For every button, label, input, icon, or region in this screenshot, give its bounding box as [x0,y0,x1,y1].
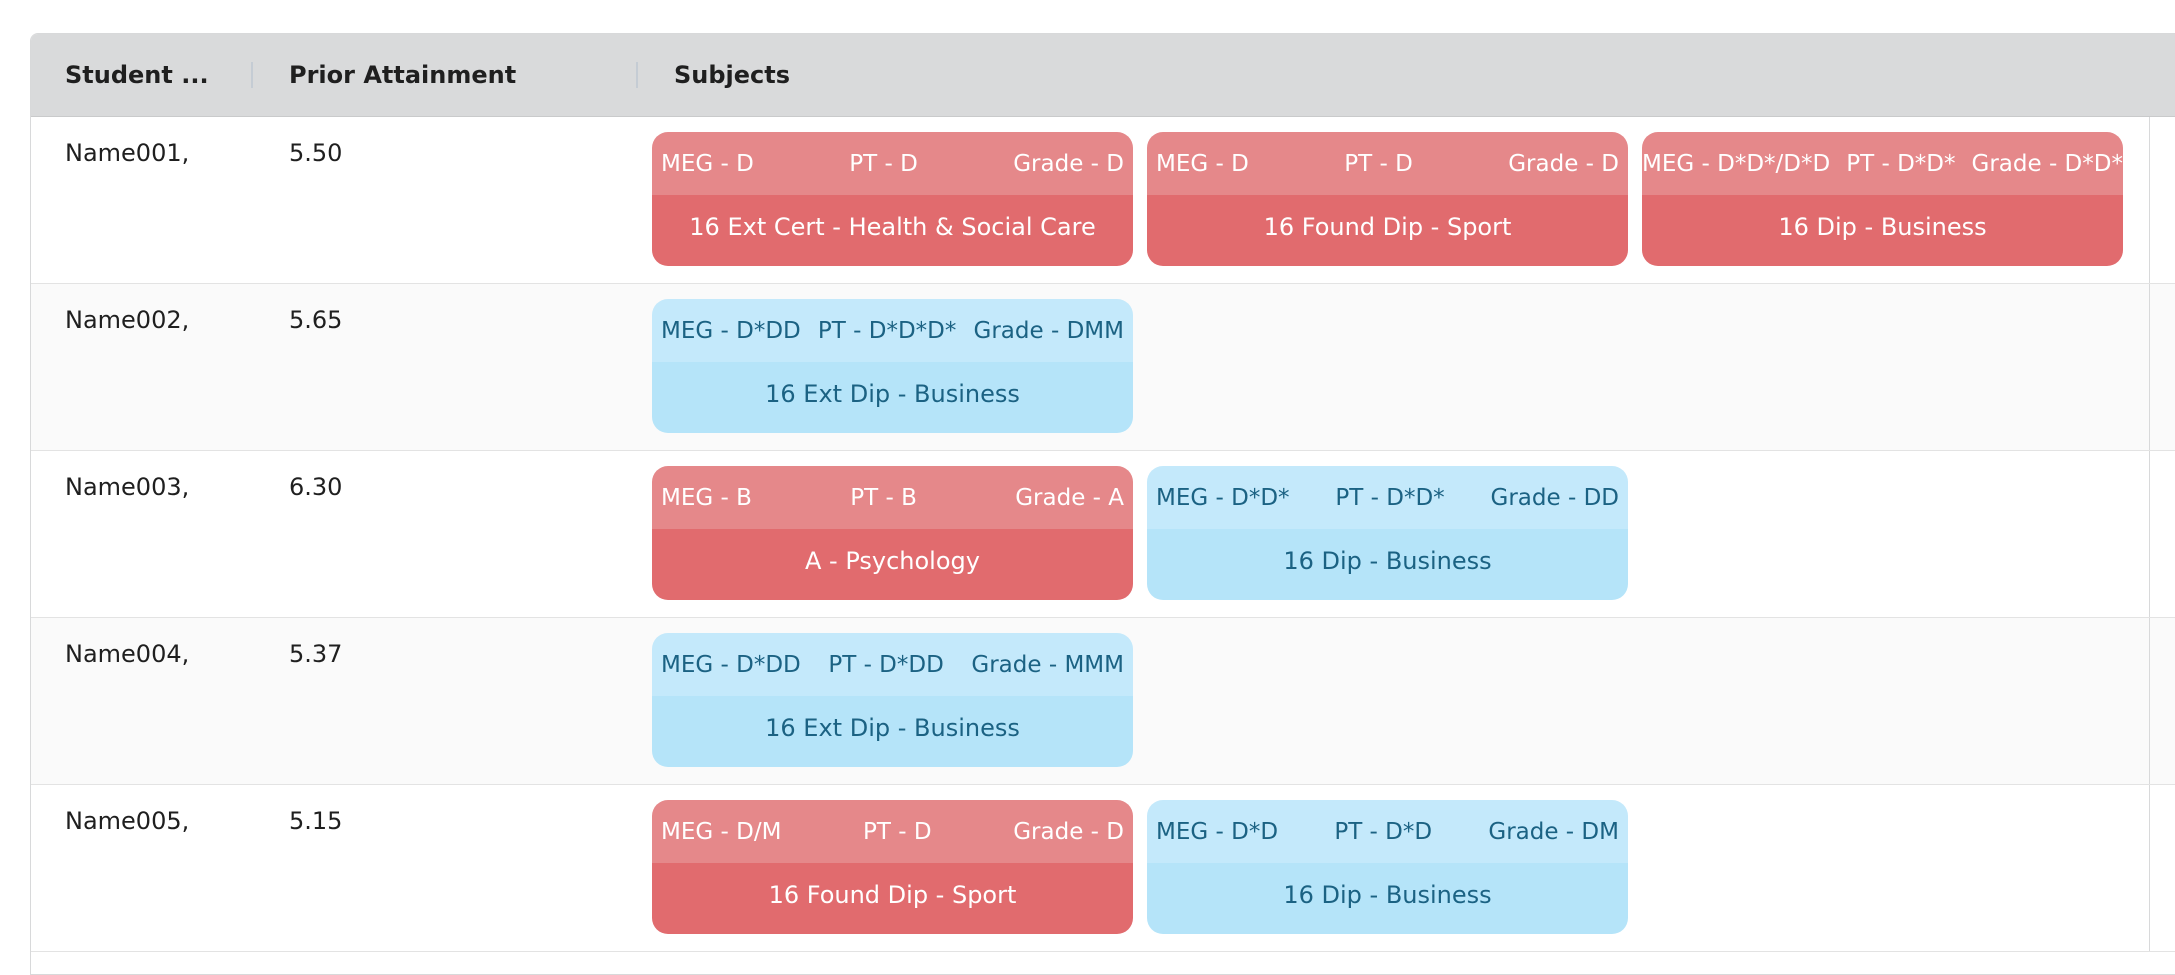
subject-grades: MEG - D*D*/D*D PT - D*D* Grade - D*D* [1642,132,2123,195]
course-name: 16 Ext Dip - Business [652,696,1133,767]
course-name: 16 Dip - Business [1147,863,1628,934]
meg-label: MEG - D*D [1156,818,1279,845]
pt-label: PT - D*DD [828,651,944,678]
grade-label: Grade - D [1013,150,1124,177]
subject-card[interactable]: MEG - B PT - B Grade - A A - Psychology [652,466,1133,600]
column-divider [2149,117,2150,283]
subject-grades: MEG - D PT - D Grade - D [1147,132,1628,195]
subject-grades: MEG - D/M PT - D Grade - D [652,800,1133,863]
table-header: Student ... Prior Attainment Subjects [31,34,2175,117]
course-name: 16 Dip - Business [1642,195,2123,266]
prior-attainment-value: 5.50 [289,139,343,167]
prior-attainment-value: 5.65 [289,306,343,334]
prior-attainment-value: 5.15 [289,807,343,835]
grade-label: Grade - D*D* [1971,150,2123,177]
meg-label: MEG - D*DD [661,651,801,678]
course-name: A - Psychology [652,529,1133,600]
student-name: Name004, [65,640,190,668]
student-name: Name002, [65,306,190,334]
column-header-subjects[interactable]: Subjects [674,61,791,89]
subject-card[interactable]: MEG - D/M PT - D Grade - D 16 Found Dip … [652,800,1133,934]
grade-label: Grade - DD [1490,484,1619,511]
course-name: 16 Dip - Business [1147,529,1628,600]
pt-label: PT - B [850,484,917,511]
subject-grades: MEG - B PT - B Grade - A [652,466,1133,529]
meg-label: MEG - D [661,150,754,177]
students-table: Student ... Prior Attainment Subjects Na… [30,33,2175,975]
subject-grades: MEG - D*D PT - D*D Grade - DM [1147,800,1628,863]
subject-card[interactable]: MEG - D*D*/D*D PT - D*D* Grade - D*D* 16… [1642,132,2123,266]
subject-grades: MEG - D PT - D Grade - D [652,132,1133,195]
table-row[interactable]: Name002, 5.65 MEG - D*DD PT - D*D*D* Gra… [31,284,2175,451]
course-name: 16 Found Dip - Sport [652,863,1133,934]
subject-card[interactable]: MEG - D PT - D Grade - D 16 Ext Cert - H… [652,132,1133,266]
course-name: 16 Ext Cert - Health & Social Care [652,195,1133,266]
column-resize-handle[interactable] [251,62,253,88]
subject-card[interactable]: MEG - D*DD PT - D*DD Grade - MMM 16 Ext … [652,633,1133,767]
student-name: Name001, [65,139,190,167]
meg-label: MEG - D [1156,150,1249,177]
subject-card[interactable]: MEG - D PT - D Grade - D 16 Found Dip - … [1147,132,1628,266]
subject-card[interactable]: MEG - D*D* PT - D*D* Grade - DD 16 Dip -… [1147,466,1628,600]
student-name: Name005, [65,807,190,835]
column-resize-handle[interactable] [636,62,638,88]
student-name: Name003, [65,473,190,501]
grade-label: Grade - D [1508,150,1619,177]
table-row[interactable]: Name005, 5.15 MEG - D/M PT - D Grade - D… [31,785,2175,952]
column-divider [2149,451,2150,617]
meg-label: MEG - D*DD [661,317,801,344]
column-header-student[interactable]: Student ... [65,61,209,89]
column-divider [2149,284,2150,450]
column-header-prior-attainment[interactable]: Prior Attainment [289,61,517,89]
subject-grades: MEG - D*DD PT - D*DD Grade - MMM [652,633,1133,696]
pt-label: PT - D [863,818,932,845]
prior-attainment-value: 6.30 [289,473,343,501]
grade-label: Grade - DMM [973,317,1124,344]
course-name: 16 Found Dip - Sport [1147,195,1628,266]
pt-label: PT - D*D* [1846,150,1956,177]
subject-card[interactable]: MEG - D*D PT - D*D Grade - DM 16 Dip - B… [1147,800,1628,934]
pt-label: PT - D*D [1334,818,1433,845]
course-name: 16 Ext Dip - Business [652,362,1133,433]
meg-label: MEG - D/M [661,818,782,845]
pt-label: PT - D*D*D* [817,317,957,344]
table-row[interactable]: Name003, 6.30 MEG - B PT - B Grade - A A… [31,451,2175,618]
meg-label: MEG - B [661,484,752,511]
pt-label: PT - D*D* [1335,484,1445,511]
subject-grades: MEG - D*DD PT - D*D*D* Grade - DMM [652,299,1133,362]
grade-label: Grade - A [1015,484,1124,511]
meg-label: MEG - D*D* [1156,484,1290,511]
grade-label: Grade - D [1013,818,1124,845]
column-divider [2149,785,2150,951]
grade-label: Grade - MMM [971,651,1124,678]
grade-label: Grade - DM [1488,818,1619,845]
subject-card[interactable]: MEG - D*DD PT - D*D*D* Grade - DMM 16 Ex… [652,299,1133,433]
pt-label: PT - D [849,150,918,177]
meg-label: MEG - D*D*/D*D [1642,150,1831,177]
table-row[interactable]: Name004, 5.37 MEG - D*DD PT - D*DD Grade… [31,618,2175,785]
table-row[interactable]: Name001, 5.50 MEG - D PT - D Grade - D 1… [31,117,2175,284]
pt-label: PT - D [1344,150,1413,177]
column-divider [2149,618,2150,784]
subject-grades: MEG - D*D* PT - D*D* Grade - DD [1147,466,1628,529]
prior-attainment-value: 5.37 [289,640,343,668]
